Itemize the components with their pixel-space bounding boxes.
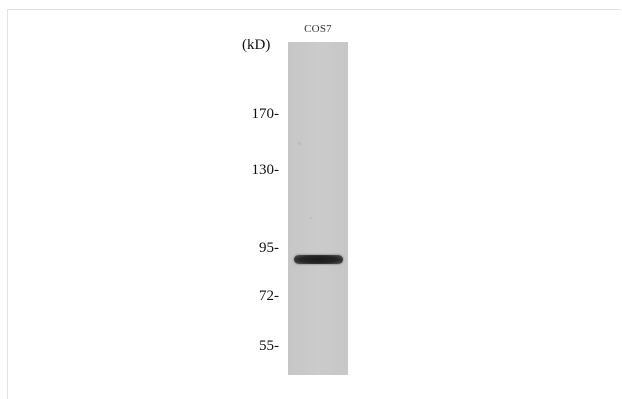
figure-frame (7, 9, 621, 399)
lane-speck (310, 217, 312, 219)
marker-72: 72- (259, 288, 279, 304)
marker-130: 130- (251, 162, 280, 178)
marker-55: 55- (259, 338, 279, 354)
blot-lane (288, 42, 348, 375)
lane-label-cos7: COS7 (304, 23, 332, 35)
marker-170: 170- (251, 106, 280, 122)
marker-95: 95- (259, 240, 279, 256)
kd-unit-label: (kD) (242, 37, 271, 53)
protein-band (294, 255, 343, 264)
lane-speck (298, 142, 301, 145)
